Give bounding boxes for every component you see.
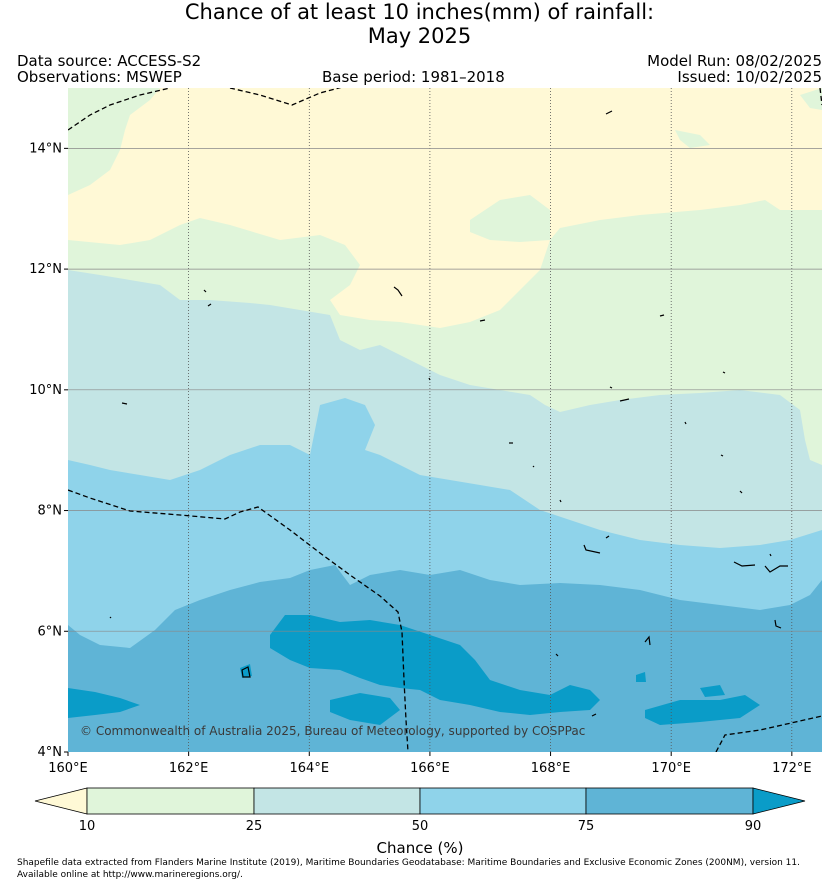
colorbar-tick-label: 10 bbox=[79, 819, 96, 834]
copyright-notice: © Commonwealth of Australia 2025, Bureau… bbox=[80, 724, 585, 738]
x-tick-label: 170°E bbox=[651, 761, 691, 776]
footer-line-2: Available online at http://www.marinereg… bbox=[17, 870, 243, 880]
title-line-2: May 2025 bbox=[367, 24, 472, 48]
y-tick-label: 10°N bbox=[29, 383, 62, 398]
colorbar-tick-label: 90 bbox=[745, 819, 762, 834]
x-axis-ticks: 160°E 162°E 164°E 166°E 168°E 170°E 172°E bbox=[48, 752, 812, 776]
colorbar-tick-label: 50 bbox=[412, 819, 429, 834]
eez-boundaries bbox=[68, 88, 822, 752]
colorbar-tick-label: 75 bbox=[578, 819, 595, 834]
colorbar-extend-high bbox=[752, 787, 806, 815]
colorbar-label: Chance (%) bbox=[377, 839, 464, 857]
y-axis-ticks: 4°N 6°N 8°N 10°N 12°N 14°N bbox=[29, 141, 68, 760]
y-tick-label: 6°N bbox=[38, 624, 63, 639]
lat-gridlines bbox=[68, 148, 822, 632]
x-tick-label: 166°E bbox=[410, 761, 450, 776]
zone-above-90 bbox=[68, 615, 760, 725]
colorbar-tick-label: 25 bbox=[246, 819, 263, 834]
colorbar-segment-25-50 bbox=[253, 787, 421, 815]
colorbar-segment-10-25 bbox=[86, 787, 255, 815]
colorbar-segment-75-90 bbox=[585, 787, 754, 815]
model-run-label: Model Run: 08/02/2025 bbox=[647, 52, 822, 70]
x-tick-label: 168°E bbox=[531, 761, 571, 776]
x-tick-label: 164°E bbox=[290, 761, 330, 776]
colorbar: 10 25 50 75 90 Chance (%) bbox=[34, 787, 806, 857]
data-source-label: Data source: ACCESS-S2 bbox=[17, 52, 202, 70]
footer-line-1: Shapefile data extracted from Flanders M… bbox=[17, 858, 800, 868]
x-tick-label: 162°E bbox=[169, 761, 209, 776]
base-period-label: Base period: 1981–2018 bbox=[322, 68, 505, 86]
map-title: Chance of at least 10 inches(mm) of rain… bbox=[0, 0, 839, 48]
y-tick-label: 8°N bbox=[38, 504, 63, 519]
probability-field bbox=[68, 88, 822, 752]
y-tick-label: 12°N bbox=[29, 262, 62, 277]
y-tick-label: 4°N bbox=[38, 745, 63, 760]
colorbar-segment-50-75 bbox=[419, 787, 587, 815]
y-tick-label: 14°N bbox=[29, 141, 62, 156]
colorbar-extend-low bbox=[34, 787, 88, 815]
colorbar-ticks: 10 25 50 75 90 bbox=[79, 819, 762, 834]
x-tick-label: 160°E bbox=[48, 761, 88, 776]
islands bbox=[109, 110, 788, 717]
title-line-1: Chance of at least 10 inches(mm) of rain… bbox=[184, 0, 655, 24]
x-tick-label: 172°E bbox=[772, 761, 812, 776]
issued-label: Issued: 10/02/2025 bbox=[677, 68, 822, 86]
observations-label: Observations: MSWEP bbox=[17, 68, 182, 86]
